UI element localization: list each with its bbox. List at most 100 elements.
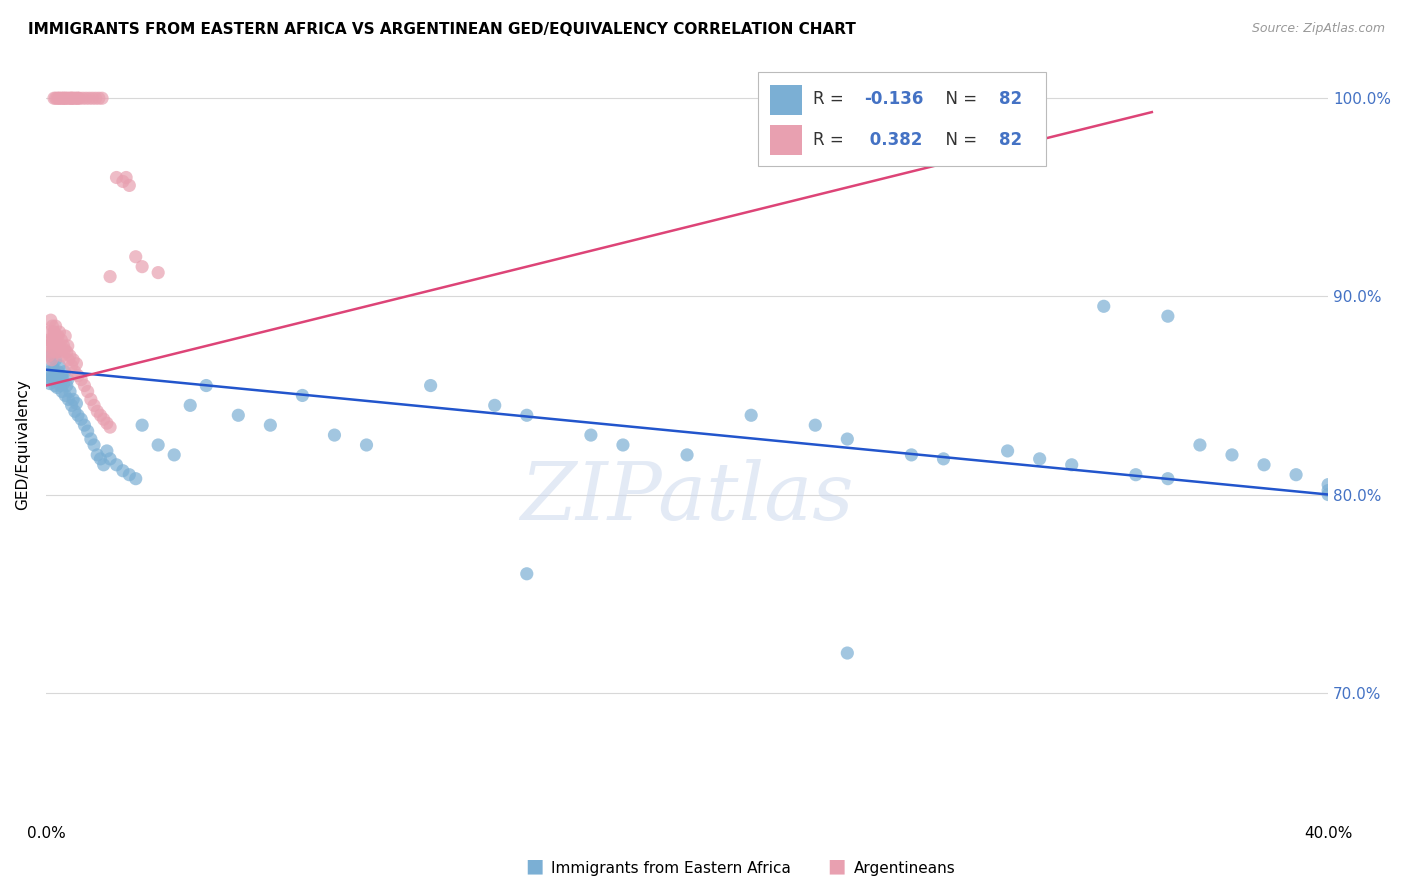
- Point: [59, 349, 82, 363]
- Point: [66, 91, 89, 105]
- Point: [56, 373, 79, 387]
- Text: R =: R =: [813, 131, 849, 149]
- Point: [48, 373, 70, 387]
- Point: [42, 373, 65, 387]
- Point: [195, 378, 218, 392]
- Point: [146, 438, 169, 452]
- Point: [38, 349, 60, 363]
- Point: [84, 91, 107, 105]
- Point: [70, 373, 93, 387]
- Point: [48, 339, 70, 353]
- Point: [1253, 458, 1275, 472]
- Point: [93, 458, 115, 472]
- Point: [65, 396, 87, 410]
- Point: [837, 432, 859, 446]
- Point: [59, 91, 82, 105]
- Point: [51, 91, 73, 105]
- Point: [105, 458, 128, 472]
- Point: [58, 392, 80, 407]
- Point: [1220, 448, 1243, 462]
- Point: [72, 91, 94, 105]
- Point: [62, 352, 84, 367]
- Point: [41, 359, 63, 373]
- Text: Immigrants from Eastern Africa: Immigrants from Eastern Africa: [551, 861, 792, 876]
- Point: [73, 378, 96, 392]
- Point: [45, 352, 67, 367]
- Text: ■: ■: [524, 857, 544, 876]
- Point: [56, 344, 79, 359]
- Point: [323, 428, 346, 442]
- Point: [73, 418, 96, 433]
- Point: [53, 388, 76, 402]
- Point: [44, 378, 66, 392]
- Point: [48, 91, 70, 105]
- Point: [39, 349, 62, 363]
- Point: [1060, 458, 1083, 472]
- Point: [146, 266, 169, 280]
- Point: [45, 368, 67, 383]
- Point: [60, 398, 83, 412]
- Point: [93, 412, 115, 426]
- Point: [42, 325, 65, 339]
- Point: [48, 325, 70, 339]
- Point: [46, 329, 69, 343]
- Point: [98, 269, 121, 284]
- Point: [997, 444, 1019, 458]
- Point: [56, 339, 79, 353]
- Point: [38, 365, 60, 379]
- Point: [86, 404, 108, 418]
- Point: [516, 409, 538, 423]
- Point: [83, 398, 105, 412]
- Point: [131, 260, 153, 274]
- Point: [131, 418, 153, 433]
- Text: N =: N =: [935, 131, 981, 149]
- Point: [59, 384, 82, 399]
- Point: [105, 170, 128, 185]
- Point: [38, 333, 60, 347]
- Point: [91, 91, 114, 105]
- Point: [41, 352, 63, 367]
- Text: Argentineans: Argentineans: [853, 861, 955, 876]
- Point: [53, 365, 76, 379]
- Point: [38, 325, 60, 339]
- Point: [612, 438, 634, 452]
- Point: [46, 380, 69, 394]
- Point: [48, 359, 70, 373]
- Point: [179, 398, 201, 412]
- Point: [58, 91, 80, 105]
- Point: [56, 378, 79, 392]
- Point: [39, 344, 62, 359]
- Text: ZIPatlas: ZIPatlas: [520, 459, 853, 536]
- Point: [49, 344, 72, 359]
- Point: [98, 420, 121, 434]
- Bar: [770, 85, 803, 115]
- Point: [49, 378, 72, 392]
- Point: [77, 91, 100, 105]
- Point: [89, 451, 111, 466]
- Point: [83, 438, 105, 452]
- Text: 0.382: 0.382: [865, 131, 922, 149]
- Point: [52, 91, 75, 105]
- Point: [51, 349, 73, 363]
- Point: [111, 174, 134, 188]
- Bar: [758, 72, 1046, 167]
- Point: [676, 448, 699, 462]
- Point: [60, 91, 83, 105]
- Point: [804, 418, 827, 433]
- Point: [89, 409, 111, 423]
- Text: 82: 82: [998, 131, 1022, 149]
- Point: [163, 448, 186, 462]
- Point: [41, 333, 63, 347]
- Point: [1317, 487, 1340, 501]
- Point: [51, 333, 73, 347]
- Text: Source: ZipAtlas.com: Source: ZipAtlas.com: [1251, 22, 1385, 36]
- Point: [75, 91, 97, 105]
- Point: [125, 250, 148, 264]
- Text: N =: N =: [935, 89, 981, 108]
- Point: [1092, 299, 1115, 313]
- Point: [62, 392, 84, 407]
- Point: [41, 334, 63, 349]
- Point: [1317, 483, 1340, 498]
- Y-axis label: GED/Equivalency: GED/Equivalency: [15, 380, 30, 510]
- Point: [45, 319, 67, 334]
